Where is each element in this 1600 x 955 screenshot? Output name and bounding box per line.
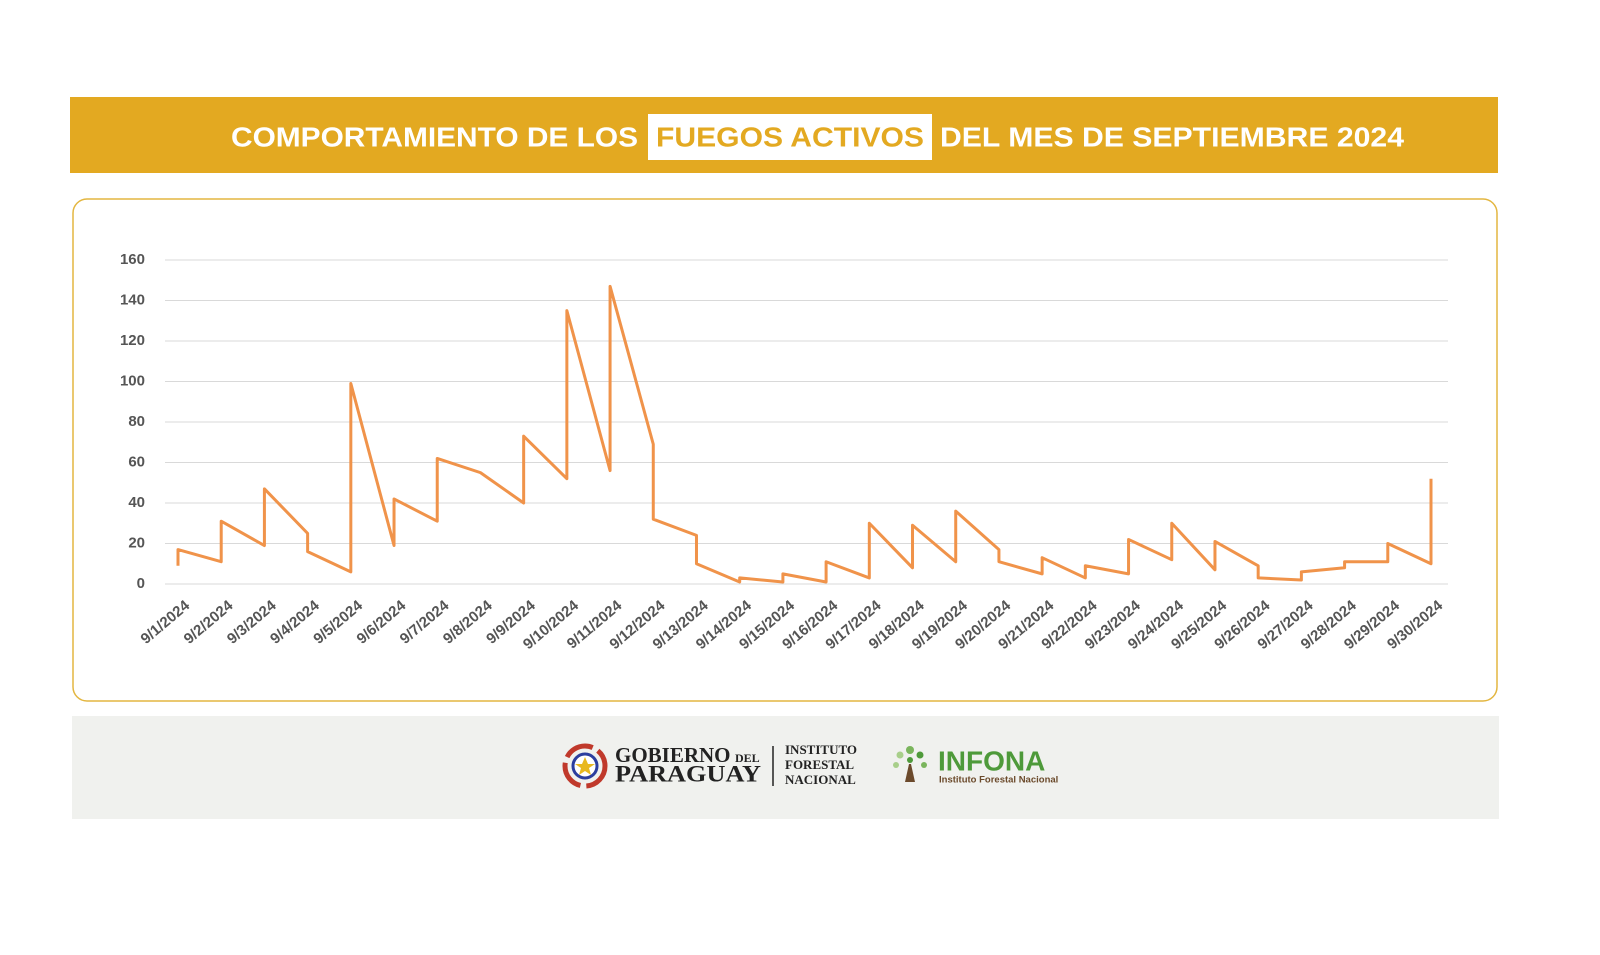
leaf <box>907 757 913 763</box>
leaf <box>893 762 899 768</box>
title-highlight <box>648 114 932 160</box>
leaf <box>916 751 924 759</box>
title-part: DEL MES DE SEPTIEMBRE 2024 <box>940 121 1404 152</box>
leaf <box>896 751 904 759</box>
trunk <box>905 764 915 782</box>
gov-logo <box>562 743 608 789</box>
y-tick-label: 20 <box>128 534 145 551</box>
institute-text: FORESTAL <box>785 757 854 772</box>
chart-card <box>72 198 1498 702</box>
y-tick-label: 0 <box>137 575 145 592</box>
star <box>575 757 595 775</box>
leaf <box>906 746 914 754</box>
leaf <box>921 762 927 768</box>
y-tick-label: 120 <box>120 332 145 349</box>
institute-text: INSTITUTO <box>785 742 857 757</box>
gov-text: PARAGUAY <box>615 761 761 786</box>
brand-subtitle: Instituto Forestal Nacional <box>939 775 1058 786</box>
footer <box>72 716 1499 819</box>
infona-logo <box>893 746 927 782</box>
line <box>176 284 1433 584</box>
brand: INFONA <box>938 745 1045 776</box>
y-tick-label: 60 <box>128 453 145 470</box>
institute-text: NACIONAL <box>785 772 856 787</box>
y-tick-label: 160 <box>120 251 145 268</box>
y-tick-label: 80 <box>128 413 145 430</box>
gov-text: GOBIERNO <box>615 743 731 767</box>
title-part: COMPORTAMIENTO DE LOS <box>231 121 638 152</box>
gov-text: DEL <box>735 751 760 765</box>
y-tick-label: 40 <box>128 494 145 511</box>
y-tick-label: 100 <box>120 372 145 389</box>
title-part: FUEGOS ACTIVOS <box>656 121 924 152</box>
seal <box>562 743 608 789</box>
y-tick-label: 140 <box>120 291 145 308</box>
